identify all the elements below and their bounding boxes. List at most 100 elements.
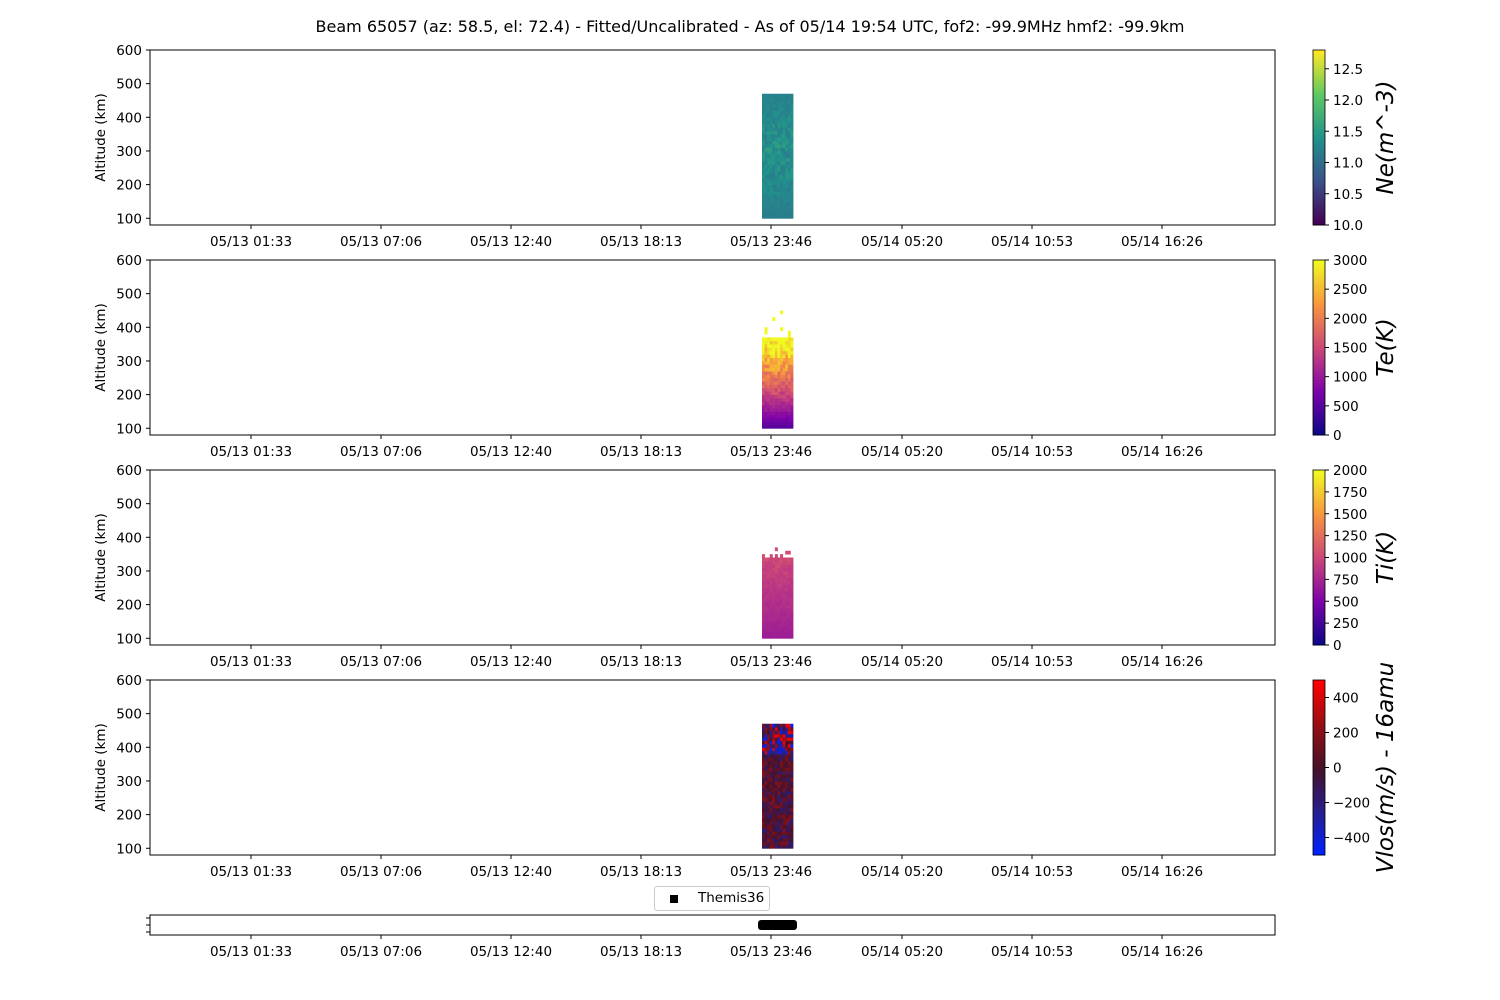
heatmap-cell — [767, 140, 771, 145]
heatmap-cell — [782, 733, 786, 738]
heatmap-cell — [790, 154, 794, 159]
heatmap-cell — [780, 394, 784, 399]
heatmap-cell — [772, 181, 776, 186]
heatmap-cell — [764, 597, 768, 602]
colorbar-segment — [1313, 852, 1325, 856]
heatmap-cell — [774, 187, 778, 192]
heatmap-cell — [790, 727, 794, 731]
heatmap-cell — [764, 618, 768, 622]
colorbar-segment — [1313, 787, 1325, 792]
heatmap-cell — [785, 181, 789, 186]
heatmap-cell — [764, 730, 768, 735]
heatmap-cell — [787, 334, 791, 338]
colorbar-segment — [1313, 505, 1325, 509]
heatmap-cell — [767, 557, 771, 562]
heatmap-cell — [777, 144, 781, 148]
y-tick-label: 400 — [116, 530, 142, 546]
heatmap-cell — [774, 594, 778, 599]
colorbar-tick-label: 250 — [1333, 616, 1359, 632]
heatmap-cell — [762, 161, 765, 165]
colorbar-segment — [1313, 376, 1325, 381]
heatmap-cell — [782, 110, 786, 115]
heatmap-cell — [790, 764, 794, 768]
colorbar-segment — [1313, 607, 1325, 611]
heatmap-cell — [767, 757, 771, 762]
heatmap-cell — [787, 801, 791, 805]
heatmap-cell — [777, 161, 781, 165]
heatmap-cell — [764, 764, 768, 768]
heatmap-cell — [790, 157, 794, 162]
heatmap-cell — [790, 167, 794, 172]
colorbar-tick-label: 1000 — [1333, 551, 1367, 567]
colorbar-tick-label: 200 — [1333, 726, 1359, 742]
heatmap-cell — [769, 631, 773, 636]
heatmap-cell — [780, 607, 784, 612]
heatmap-cell — [777, 760, 781, 765]
heatmap-cell — [785, 401, 789, 406]
heatmap-cell — [772, 97, 776, 101]
colorbar-segment — [1313, 423, 1325, 427]
heatmap-cell — [762, 828, 765, 832]
heatmap-cell — [774, 764, 778, 768]
heatmap-cell — [774, 607, 778, 612]
heatmap-cell — [785, 384, 789, 389]
heatmap-cell — [767, 587, 771, 592]
colorbar-segment — [1313, 76, 1325, 80]
heatmap-cell — [780, 360, 784, 365]
heatmap-cell — [762, 350, 765, 355]
heatmap-cell — [774, 381, 778, 385]
heatmap-cell — [780, 750, 784, 755]
heatmap-cell — [785, 134, 789, 138]
heatmap-cell — [782, 750, 786, 755]
colorbar-segment — [1313, 365, 1325, 369]
heatmap-cell — [769, 408, 773, 412]
colorbar-segment — [1313, 575, 1325, 579]
y-axis-label: Altitude (km) — [93, 723, 109, 812]
heatmap-cell — [769, 780, 773, 785]
heatmap-cell — [777, 164, 781, 169]
heatmap-cell — [762, 607, 765, 612]
heatmap-cell — [785, 107, 789, 111]
heatmap-cell — [785, 124, 789, 128]
heatmap-cell — [772, 821, 776, 826]
heatmap-cell — [785, 340, 789, 345]
heatmap-cell — [777, 113, 781, 118]
heatmap-cell — [790, 831, 794, 836]
heatmap-cell — [774, 147, 778, 152]
heatmap-cell — [782, 194, 786, 199]
heatmap-cell — [769, 774, 773, 778]
heatmap-cell — [780, 821, 784, 826]
heatmap-cell — [780, 757, 784, 762]
x-tick-label: 05/14 16:26 — [1121, 444, 1203, 460]
heatmap-cell — [785, 201, 789, 206]
heatmap-cell — [769, 93, 773, 98]
heatmap-cell — [777, 137, 781, 142]
heatmap-cell — [782, 404, 786, 409]
heatmap-cell — [787, 418, 791, 422]
heatmap-cell — [780, 117, 784, 122]
heatmap-cell — [782, 774, 786, 778]
heatmap-cell — [769, 743, 773, 748]
heatmap-cell — [769, 804, 773, 809]
heatmap-cell — [769, 733, 773, 738]
heatmap-cell — [785, 821, 789, 826]
heatmap-cell — [777, 194, 781, 199]
colorbar-segment — [1313, 163, 1325, 168]
heatmap-cell — [780, 364, 784, 369]
colorbar-segment — [1313, 391, 1325, 395]
heatmap-cell — [780, 740, 784, 745]
heatmap-cell — [764, 147, 768, 152]
heatmap-cell — [790, 127, 794, 132]
heatmap-cell — [774, 191, 778, 196]
x-tick-label: 05/13 23:46 — [730, 444, 812, 460]
heatmap-cell — [772, 574, 776, 579]
heatmap-cell — [769, 113, 773, 118]
heatmap-cell — [772, 838, 776, 842]
heatmap-cell — [774, 828, 778, 832]
heatmap-cell — [780, 404, 784, 409]
heatmap-cell — [762, 340, 765, 345]
axes-frame — [149, 469, 1276, 646]
heatmap-cell — [762, 591, 765, 595]
heatmap-cell — [764, 171, 768, 175]
heatmap-cell — [777, 601, 781, 606]
